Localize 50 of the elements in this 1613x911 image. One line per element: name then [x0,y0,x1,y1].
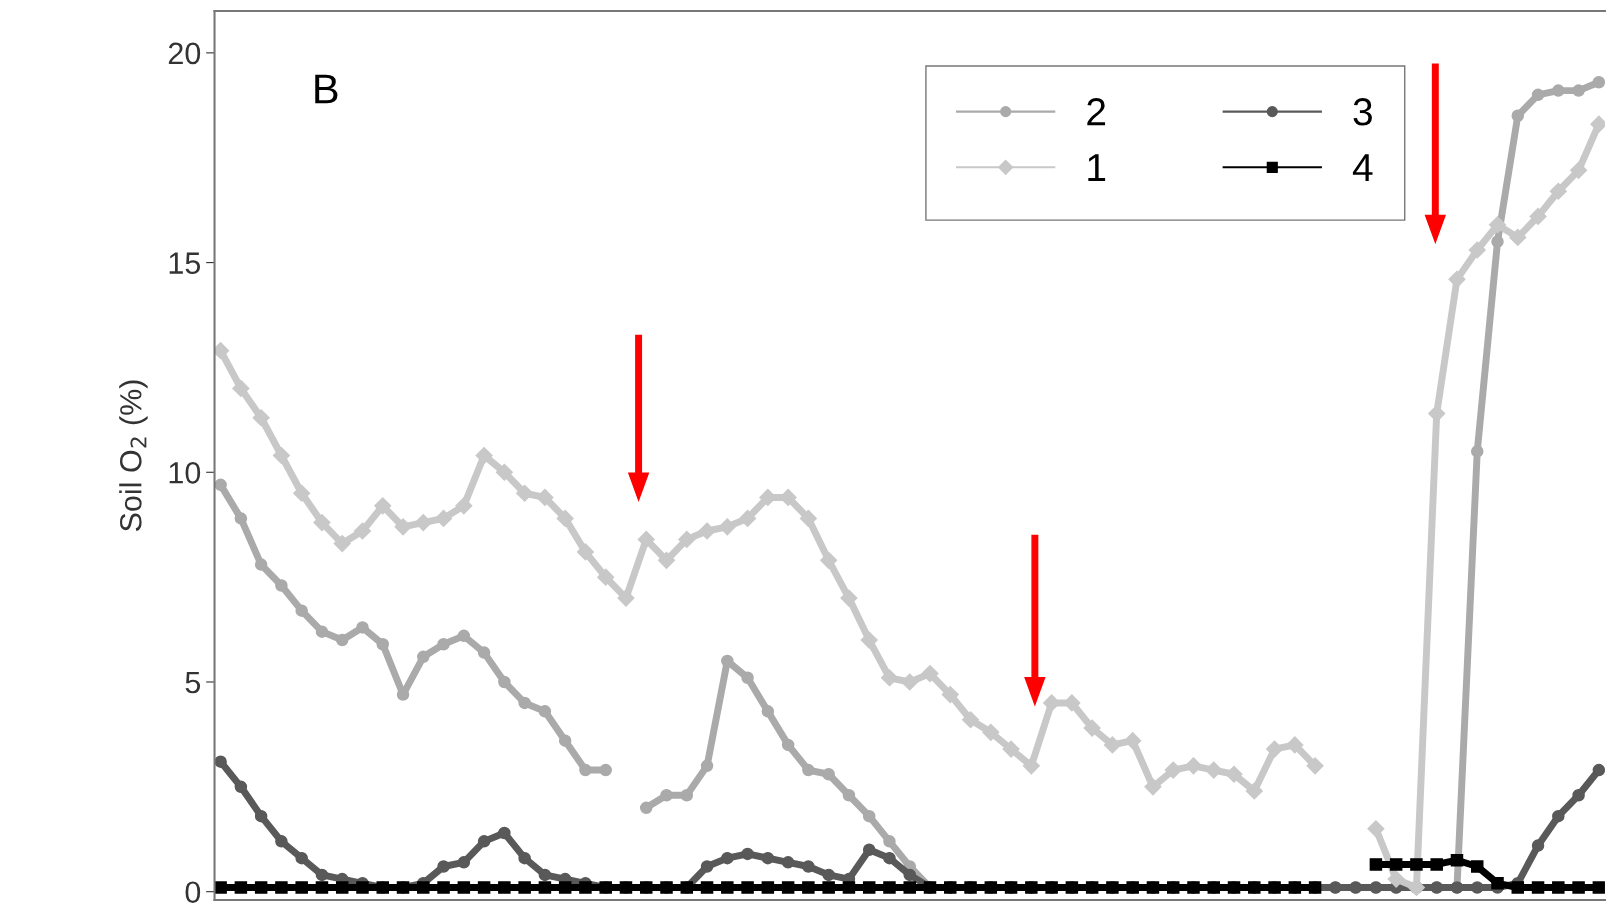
point [1572,84,1585,97]
point [295,604,308,617]
annotation: B [315,74,338,104]
point [254,558,268,571]
point [518,696,531,710]
point [376,637,390,651]
point [862,809,876,823]
point [680,788,694,802]
point [457,629,471,643]
point [883,835,896,848]
y-tick-label: 10 [169,462,201,484]
point [660,788,673,802]
point [639,801,653,815]
point [1491,235,1504,248]
point [437,637,450,651]
point [802,763,815,777]
point [579,763,592,777]
point [761,705,775,718]
point [315,625,329,638]
y-tick-label: 15 [169,252,201,274]
point [1552,84,1565,97]
point [417,650,430,664]
point [1531,88,1545,102]
y-tick-label: 20 [168,42,201,65]
point [842,788,856,802]
point [234,512,248,525]
point [275,579,288,592]
y-axis-title: Soil O$_{2}$ (%) [119,380,148,532]
point [1511,109,1525,123]
legend-label: 3 [1353,98,1372,126]
point [700,759,714,773]
point [822,767,835,781]
point [558,734,572,747]
point [599,763,612,777]
point [356,621,369,634]
point [538,705,552,718]
point [498,675,511,689]
point [214,478,227,492]
y-tick-label: 0 [185,881,201,904]
legend-label: 1 [1088,154,1106,181]
point [741,671,754,685]
point [781,738,795,752]
legend-label: 4 [1352,154,1373,181]
point [721,654,734,668]
point [1592,75,1605,89]
y-tick-label: 5 [185,672,201,694]
point [335,633,349,647]
point [1470,445,1484,458]
legend-label: 2 [1087,98,1106,126]
point [477,646,491,659]
